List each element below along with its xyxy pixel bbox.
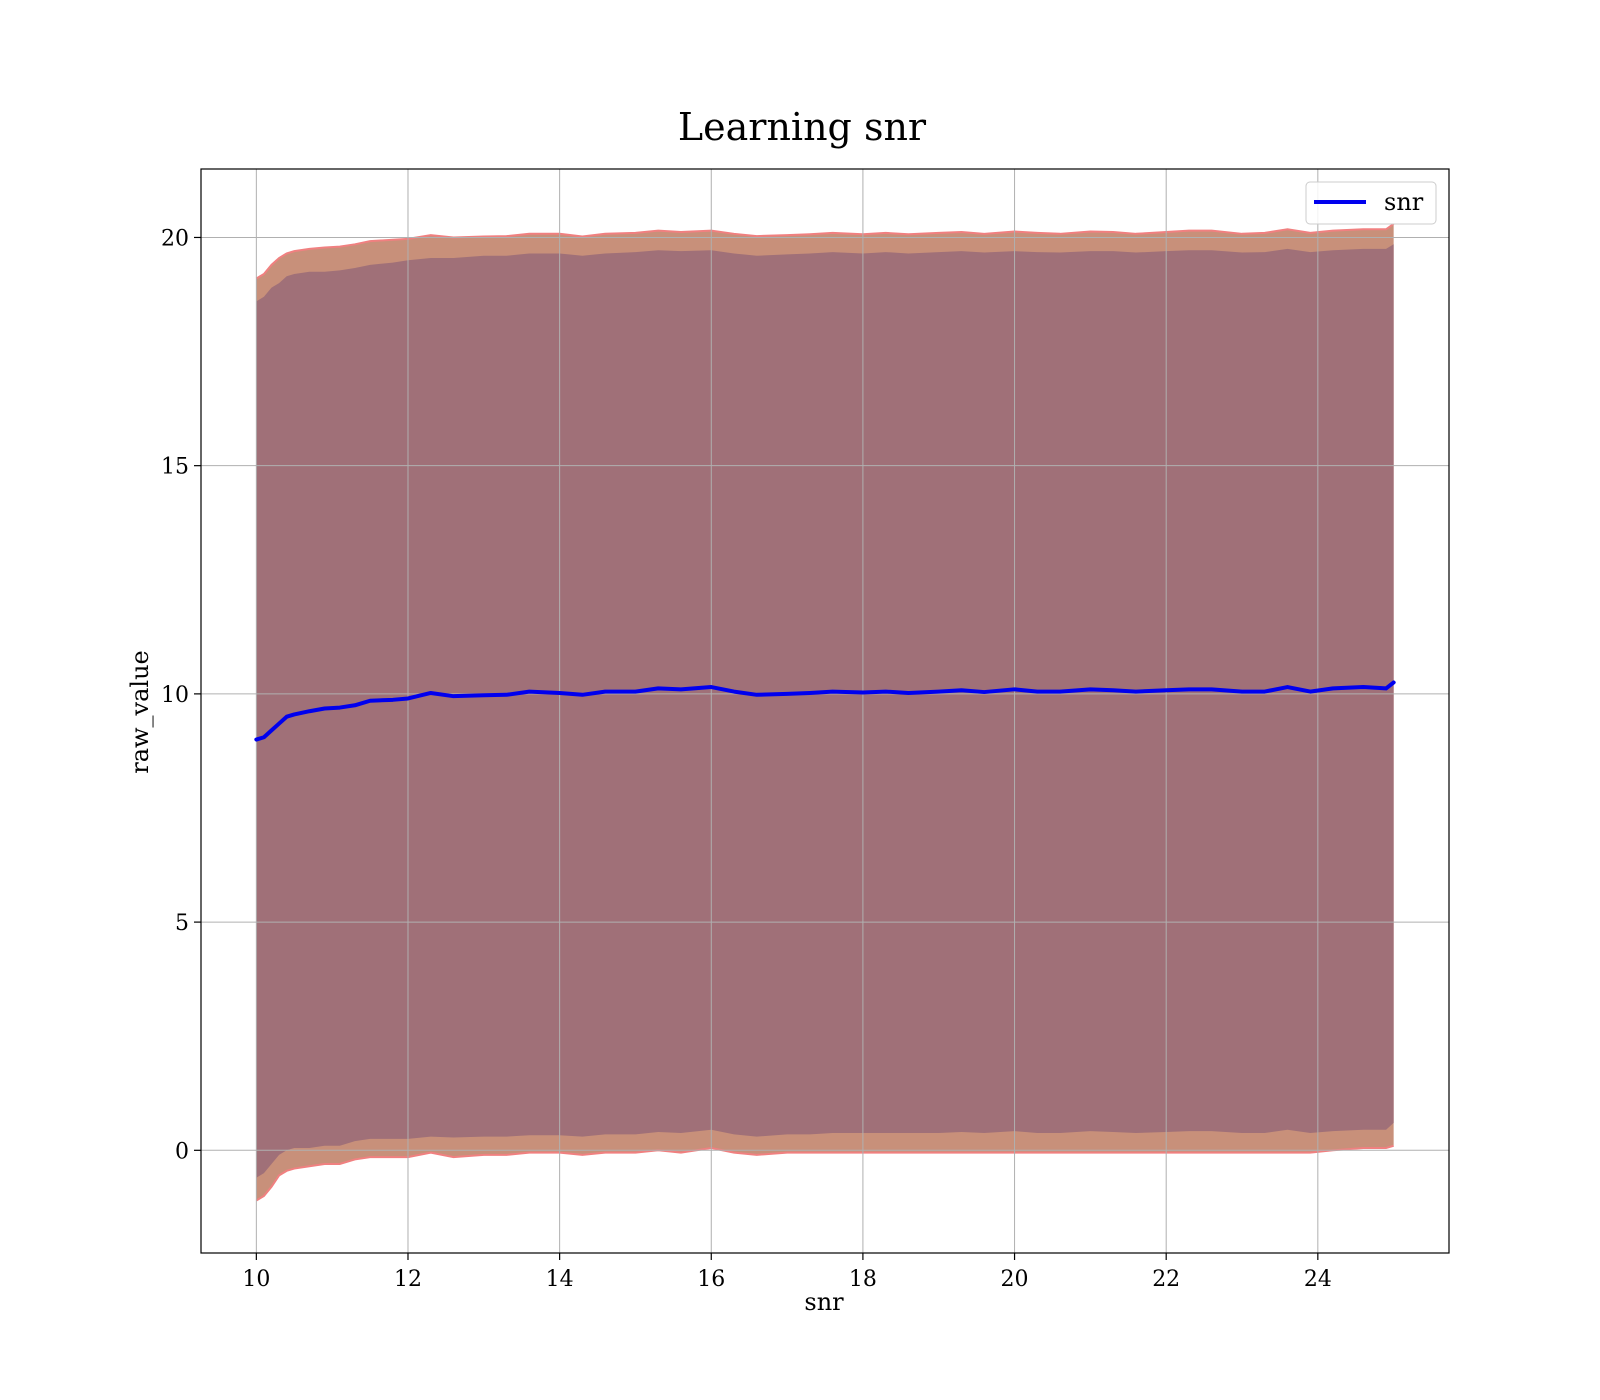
outer-band-upper-edge [255,222,1395,280]
inner-band [256,244,1394,1178]
y-axis-ticks: 0 5 10 15 20 [161,226,201,1164]
y-tick-label: 5 [175,911,189,936]
x-axis-ticks: 10 12 14 16 18 20 22 24 [242,1253,1332,1292]
x-tick-label: 20 [1001,1267,1029,1292]
plot-frame [200,168,1450,1254]
legend-label-snr: snr [1384,188,1424,216]
y-tick-label: 0 [175,1139,189,1164]
x-tick-label: 12 [394,1267,422,1292]
outer-band-lower-edge [255,1144,1394,1202]
x-tick-label: 24 [1304,1267,1332,1292]
legend: snr [1305,181,1437,225]
confidence-bands [255,222,1395,1202]
y-tick-label: 15 [161,455,189,480]
x-tick-label: 18 [849,1267,877,1292]
x-tick-label: 16 [697,1267,725,1292]
y-tick-label: 10 [161,683,189,708]
series-line-snr [254,680,1396,742]
x-tick-label: 14 [546,1267,574,1292]
legend-box [1305,181,1437,225]
x-axis-label: snr [804,1288,844,1316]
grid-lines [201,169,1449,1253]
x-tick-label: 10 [242,1267,270,1292]
series-lines [254,680,1396,742]
chart-title: Learning snr [678,105,927,149]
y-axis-label: raw_value [126,650,154,774]
y-tick-label: 20 [161,226,189,251]
x-tick-label: 22 [1152,1267,1180,1292]
